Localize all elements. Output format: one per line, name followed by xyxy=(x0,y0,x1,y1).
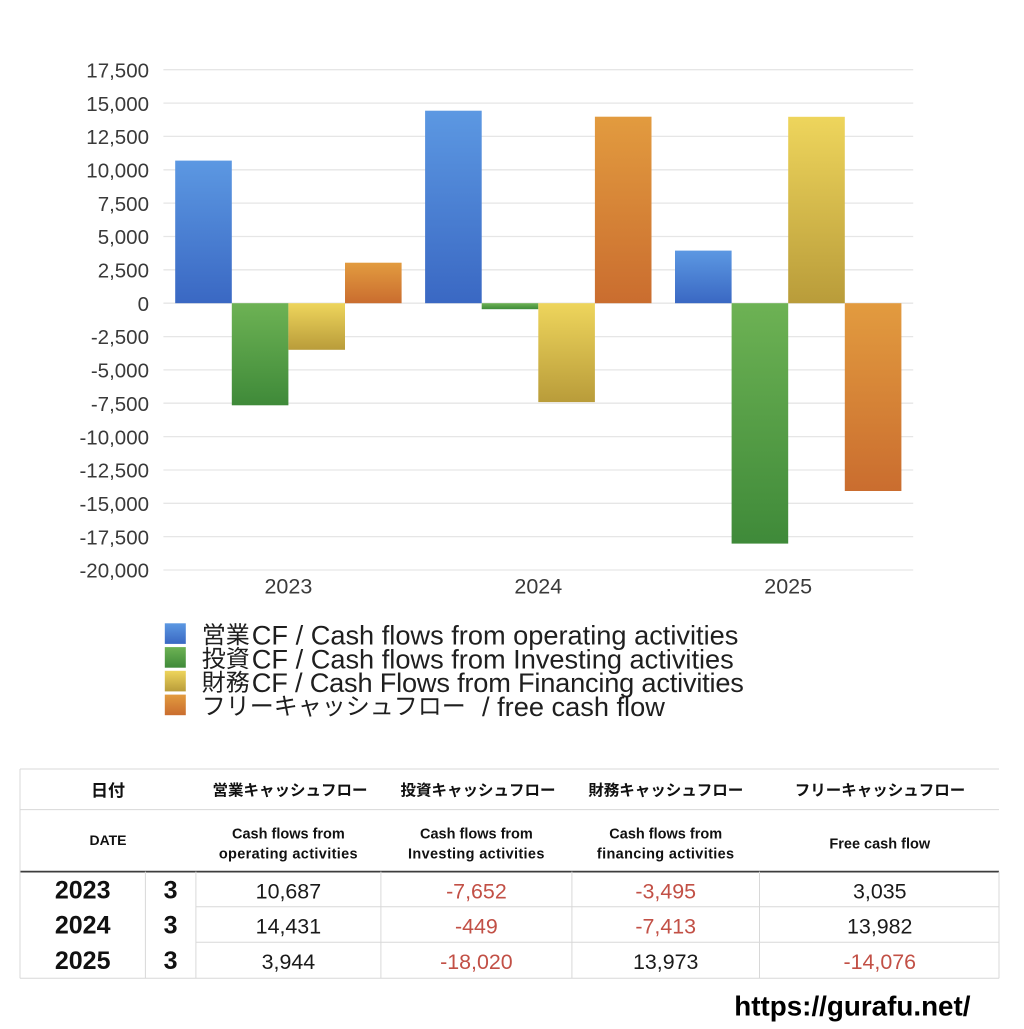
svg-text:-20,000: -20,000 xyxy=(79,560,149,583)
svg-text:12,500: 12,500 xyxy=(86,126,149,149)
svg-text:operating activities: operating activities xyxy=(219,847,358,863)
svg-text:-10,000: -10,000 xyxy=(79,426,149,449)
svg-text:-7,413: -7,413 xyxy=(635,915,696,939)
svg-text:/ free cash flow: / free cash flow xyxy=(482,691,665,722)
svg-text:-7,652: -7,652 xyxy=(446,880,507,904)
svg-text:2023: 2023 xyxy=(55,877,111,905)
svg-text:-18,020: -18,020 xyxy=(440,950,513,974)
svg-text:3: 3 xyxy=(164,912,178,940)
svg-text:-14,076: -14,076 xyxy=(843,950,916,974)
svg-text:Cash flows from: Cash flows from xyxy=(420,826,533,842)
svg-text:10,687: 10,687 xyxy=(256,880,321,904)
svg-text:-449: -449 xyxy=(455,915,498,939)
svg-text:-7,500: -7,500 xyxy=(91,393,149,416)
svg-text:CF / Cash Flows from Financing: CF / Cash Flows from Financing activitie… xyxy=(252,667,744,698)
svg-text:Cash flows from: Cash flows from xyxy=(609,826,722,842)
svg-text:https://gurafu.net/: https://gurafu.net/ xyxy=(734,991,971,1022)
svg-text:13,982: 13,982 xyxy=(847,915,912,939)
svg-text:15,000: 15,000 xyxy=(86,93,149,116)
svg-text:-2,500: -2,500 xyxy=(91,326,149,349)
svg-text:3,035: 3,035 xyxy=(853,880,907,904)
svg-text:7,500: 7,500 xyxy=(98,193,149,216)
svg-text:-12,500: -12,500 xyxy=(79,460,149,483)
svg-text:-3,495: -3,495 xyxy=(635,880,696,904)
svg-text:2023: 2023 xyxy=(264,575,312,599)
svg-text:financing activities: financing activities xyxy=(597,847,735,863)
svg-text:3,944: 3,944 xyxy=(262,950,316,974)
svg-text:3: 3 xyxy=(164,947,178,975)
svg-text:17,500: 17,500 xyxy=(86,59,149,82)
svg-text:Investing activities: Investing activities xyxy=(408,847,545,863)
svg-text:13,973: 13,973 xyxy=(633,950,698,974)
svg-text:Cash flows from: Cash flows from xyxy=(232,826,345,842)
svg-text:14,431: 14,431 xyxy=(256,915,321,939)
svg-text:2,500: 2,500 xyxy=(98,260,149,283)
svg-text:3: 3 xyxy=(164,877,178,905)
svg-text:2025: 2025 xyxy=(764,575,812,599)
svg-text:-15,000: -15,000 xyxy=(79,493,149,516)
svg-text:2024: 2024 xyxy=(55,912,111,940)
svg-text:2024: 2024 xyxy=(514,575,562,599)
svg-text:5,000: 5,000 xyxy=(98,226,149,249)
svg-text:Free cash flow: Free cash flow xyxy=(829,836,930,852)
svg-text:-5,000: -5,000 xyxy=(91,360,149,383)
svg-text:CF / Cash flows from operating: CF / Cash flows from operating activitie… xyxy=(252,620,739,651)
svg-text:2025: 2025 xyxy=(55,947,111,975)
svg-text:10,000: 10,000 xyxy=(86,160,149,183)
svg-text:-17,500: -17,500 xyxy=(79,526,149,549)
svg-text:CF / Cash flows from Investing: CF / Cash flows from Investing activitie… xyxy=(252,643,734,674)
svg-text:DATE: DATE xyxy=(89,832,126,848)
svg-text:0: 0 xyxy=(138,293,149,316)
